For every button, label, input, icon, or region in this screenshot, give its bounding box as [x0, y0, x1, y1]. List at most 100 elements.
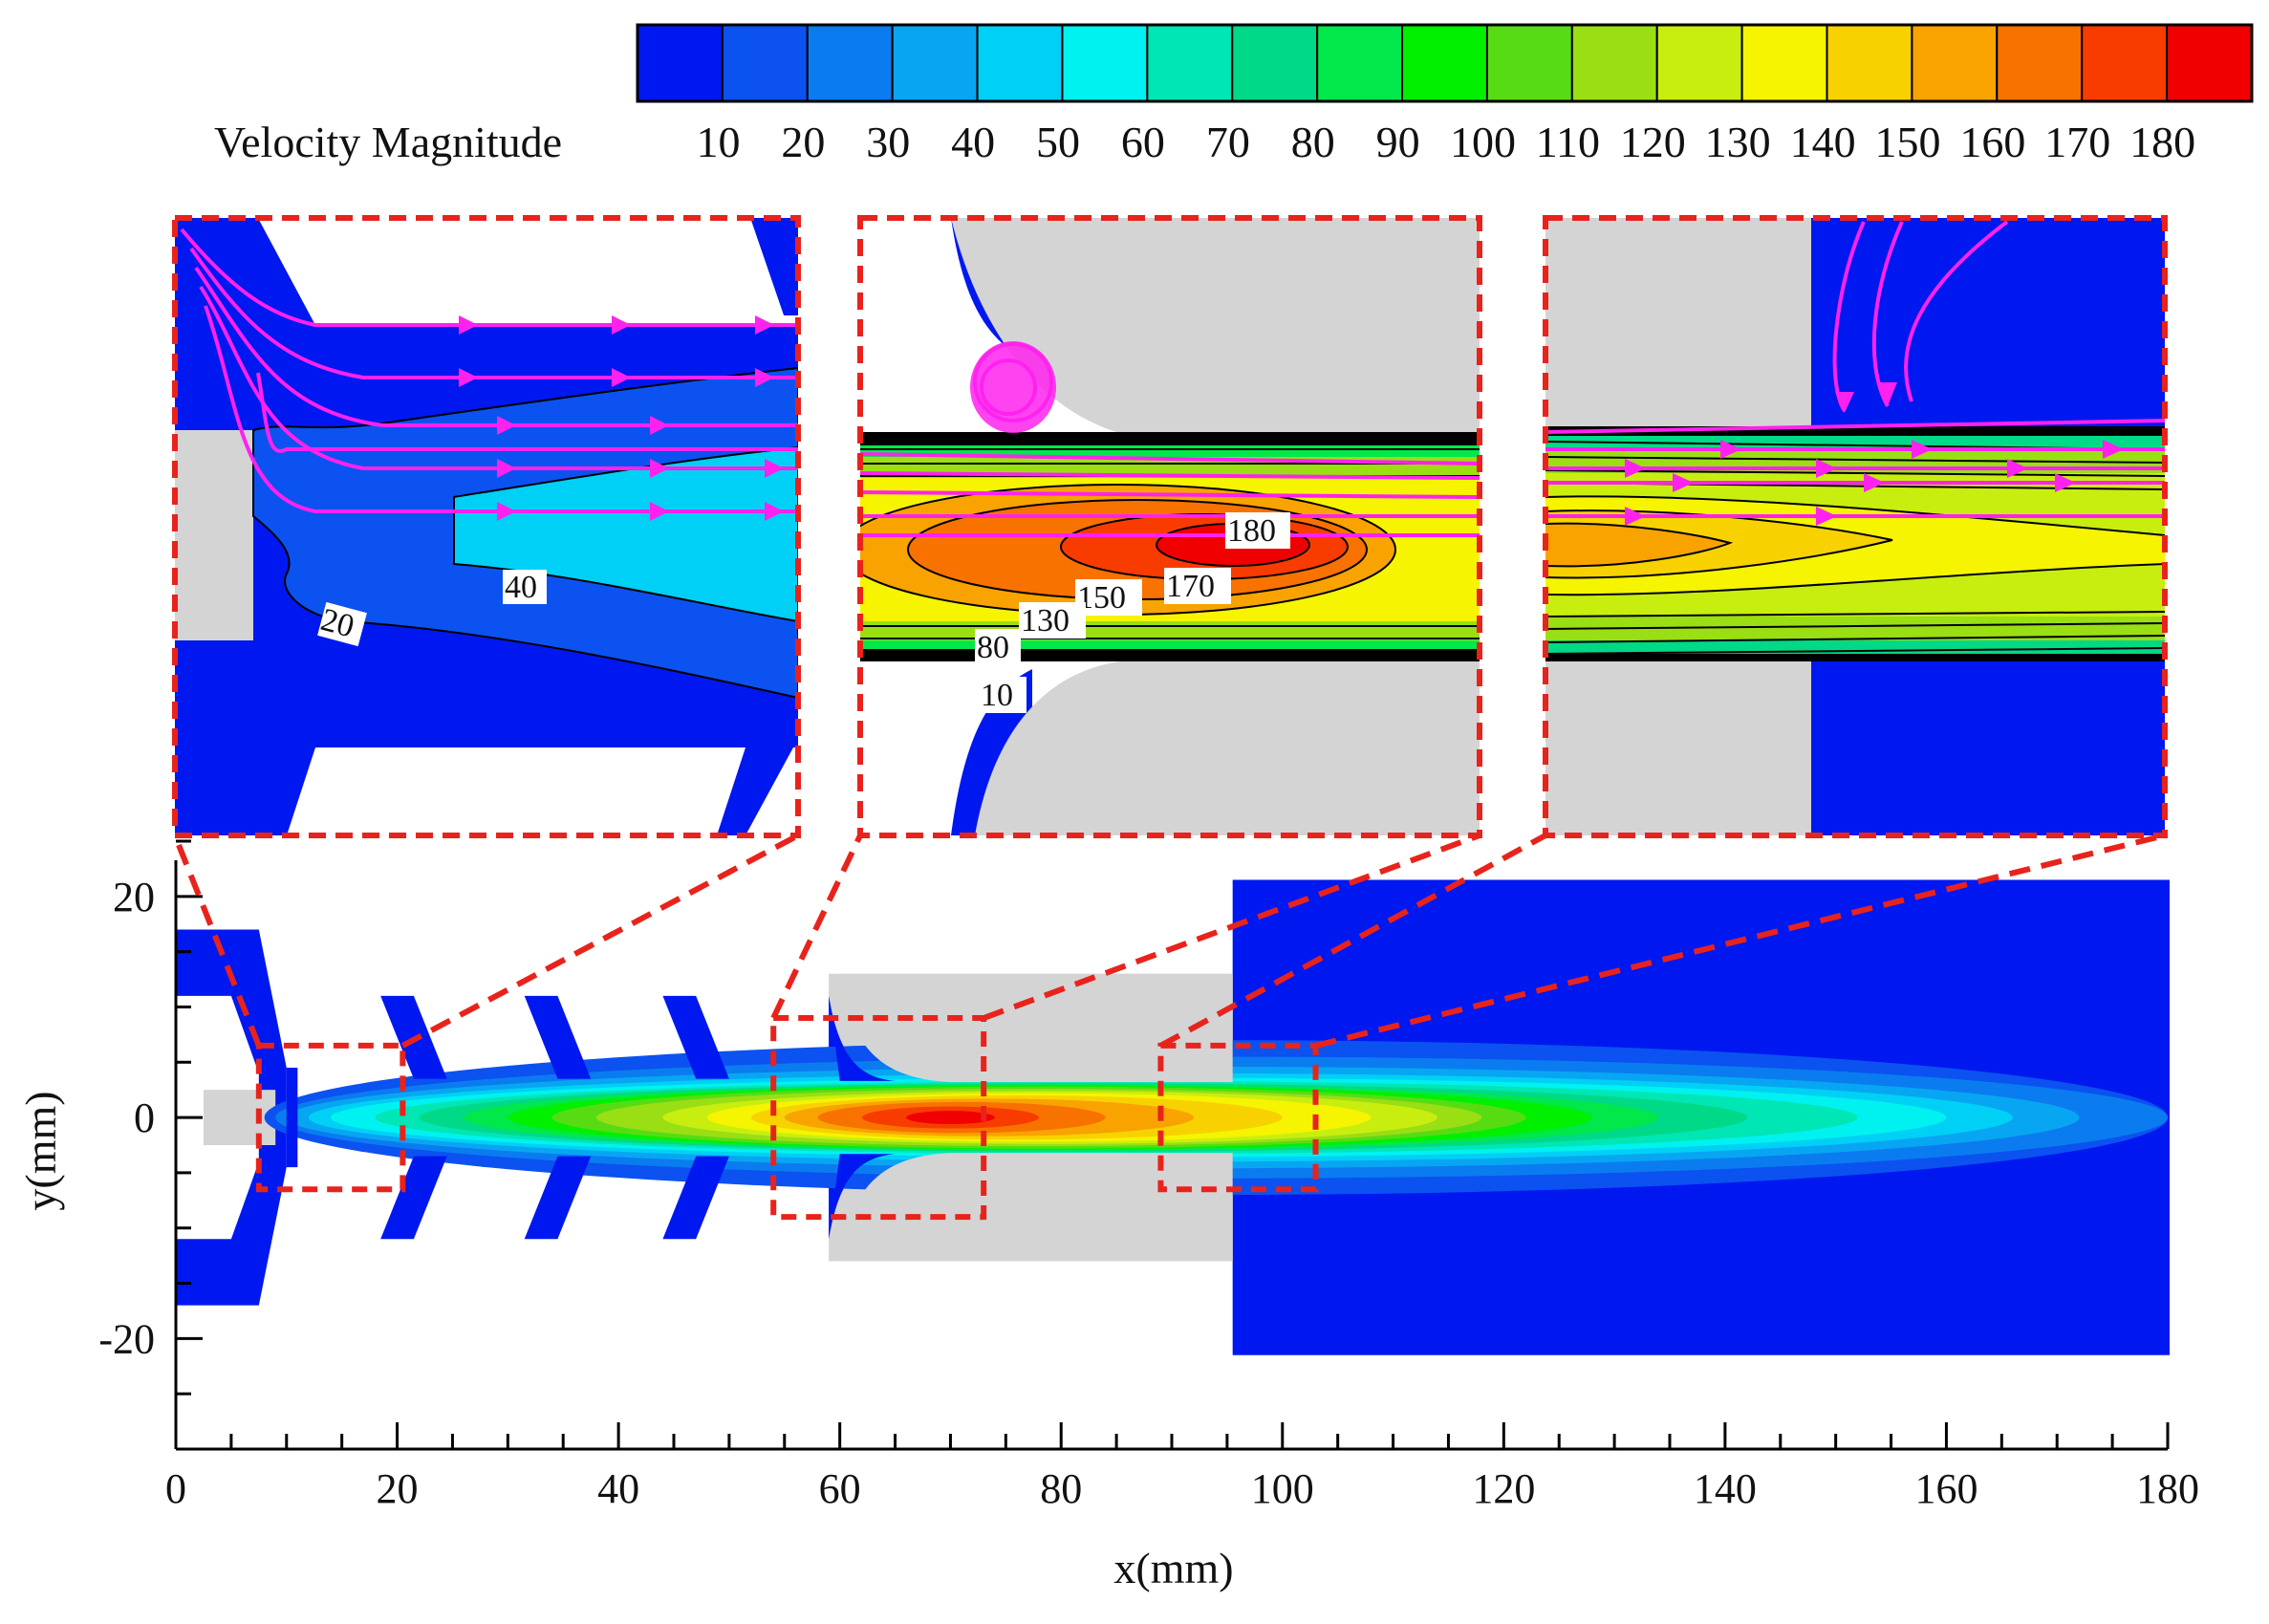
colorbar-tick-label: 70	[1206, 118, 1250, 166]
inset-outlet-shear-band-upper	[1545, 426, 2165, 436]
throat-entrance-lower	[829, 1154, 896, 1240]
zoom-connector	[172, 834, 262, 1048]
colorbar-tick-label: 50	[1036, 118, 1080, 166]
colorbar-segment	[2081, 24, 2169, 102]
inset-inlet-wall-upper	[258, 218, 784, 325]
inset-inlet-streamline-arrows	[459, 315, 784, 521]
inset-inlet-contour-labels: 20 40	[317, 570, 547, 647]
colorbar-segment	[1316, 24, 1404, 102]
x-tick-label: 40	[597, 1465, 639, 1512]
contour-label-10: 10	[981, 678, 1013, 713]
colorbar-segment	[1570, 24, 1658, 102]
colorbar-segment	[1740, 24, 1828, 102]
inset-inlet: 20 40	[175, 218, 798, 835]
contour-label-180: 180	[1227, 513, 1276, 549]
colorbar-frame	[636, 23, 2254, 103]
y-tick-label: 20	[113, 874, 155, 920]
contour-label-80: 80	[977, 630, 1009, 665]
colorbar-tick-label: 60	[1121, 118, 1165, 166]
colorbar-segment	[637, 24, 724, 102]
zoom-box	[1157, 1042, 1319, 1193]
inset-outlet-wall-lower	[1545, 661, 1811, 835]
inlet-duct	[176, 929, 287, 1306]
colorbar-tick-labels: 10 20 30 40 50 60 70 80 90 100 110 120 130 140 150 160 1…	[696, 118, 2195, 166]
inlet-gap	[286, 1068, 298, 1168]
inset-outlet-streamline-arrows	[1625, 382, 2124, 526]
zoom-box	[770, 1015, 987, 1221]
inset-throat-contour-labels: 180 170 150 130 80 10	[975, 512, 1290, 713]
zoom-connector-lines	[172, 833, 2166, 1049]
vane-lower	[380, 1156, 447, 1240]
inset-throat-vortex	[970, 341, 1056, 433]
colorbar-tick-label: 160	[1959, 118, 2025, 166]
x-tick-label: 20	[377, 1465, 419, 1512]
main-plot-zoom-boxes	[255, 1015, 1319, 1221]
inset-throat-shear-band-lower	[860, 650, 1480, 661]
vane-lower	[662, 1156, 729, 1240]
inset-throat-frame	[857, 215, 1482, 838]
colorbar-segment	[1826, 24, 1913, 102]
x-tick-label: 180	[2136, 1465, 2199, 1512]
x-tick-label: 120	[1472, 1465, 1535, 1512]
x-tick-label: 0	[165, 1465, 186, 1512]
colorbar-tick-label: 170	[2044, 118, 2110, 166]
colorbar-segment	[1146, 24, 1234, 102]
colorbar-segment	[1231, 24, 1319, 102]
inset-outlet-wall-upper	[1545, 218, 1811, 428]
inset-inlet-wall-lower	[287, 747, 746, 835]
throat-wall-upper	[839, 973, 1233, 1083]
inset-throat-shear-band-upper	[860, 432, 1480, 445]
colorbar	[636, 23, 2254, 103]
y-tick-label: 0	[134, 1094, 155, 1141]
colorbar-segment	[976, 24, 1064, 102]
contour-label-170: 170	[1166, 569, 1215, 604]
colorbar-tick-label: 90	[1376, 118, 1420, 166]
colorbar-tick-label: 130	[1705, 118, 1771, 166]
colorbar-label: Velocity Magnitude	[214, 118, 562, 166]
inset-outlet-frame	[1543, 215, 2168, 838]
x-tick-label: 80	[1040, 1465, 1082, 1512]
colorbar-segment	[1996, 24, 2084, 102]
colorbar-tick-label: 150	[1874, 118, 1940, 166]
inset-throat-wall-upper	[951, 218, 1480, 440]
vane-upper	[662, 995, 729, 1079]
colorbar-tick-label: 180	[2129, 118, 2195, 166]
main-plot-jet-contours	[264, 973, 2168, 1262]
zoom-box	[255, 1042, 406, 1193]
inlet-nozzle	[203, 1090, 276, 1145]
colorbar-segment	[1401, 24, 1488, 102]
colorbar-tick-label: 80	[1291, 118, 1335, 166]
zoom-connector	[1314, 833, 2166, 1049]
zoom-connector	[770, 834, 863, 1020]
inset-outlet	[1545, 218, 2165, 835]
colorbar-segment	[1485, 24, 1573, 102]
inset-inlet-contour-40	[453, 445, 798, 623]
inset-throat: 180 170 150 130 80 10	[860, 218, 1480, 835]
inset-inlet-streamlines	[180, 227, 798, 513]
zoom-connector	[1158, 833, 1547, 1049]
x-tick-label: 160	[1914, 1465, 1977, 1512]
contour-label-40: 40	[505, 570, 537, 605]
main-plot-axes: 0 20 40 60 80 100 120 140 160 180 -20 0 20	[98, 839, 2199, 1512]
colorbar-tick-label: 140	[1790, 118, 1856, 166]
throat-wall-lower	[839, 1153, 1233, 1262]
y-axis-label: y(mm)	[16, 1091, 65, 1210]
colorbar-segment	[721, 24, 809, 102]
colorbar-segment	[1061, 24, 1149, 102]
x-tick-label: 60	[819, 1465, 861, 1512]
colorbar-segment	[1655, 24, 1743, 102]
colorbar-segment	[1911, 24, 1999, 102]
colorbar-tick-label: 100	[1450, 118, 1516, 166]
colorbar-tick-label: 40	[951, 118, 995, 166]
colorbar-segment	[806, 24, 894, 102]
inset-throat-wall-lower	[975, 660, 1480, 835]
colorbar-tick-label: 110	[1536, 118, 1600, 166]
x-tick-label: 140	[1694, 1465, 1757, 1512]
x-axis-label: x(mm)	[1113, 1544, 1233, 1592]
throat-entrance-upper	[829, 995, 896, 1081]
colorbar-tick-label: 30	[866, 118, 910, 166]
colorbar-segment	[891, 24, 979, 102]
zoom-connector	[400, 833, 800, 1049]
